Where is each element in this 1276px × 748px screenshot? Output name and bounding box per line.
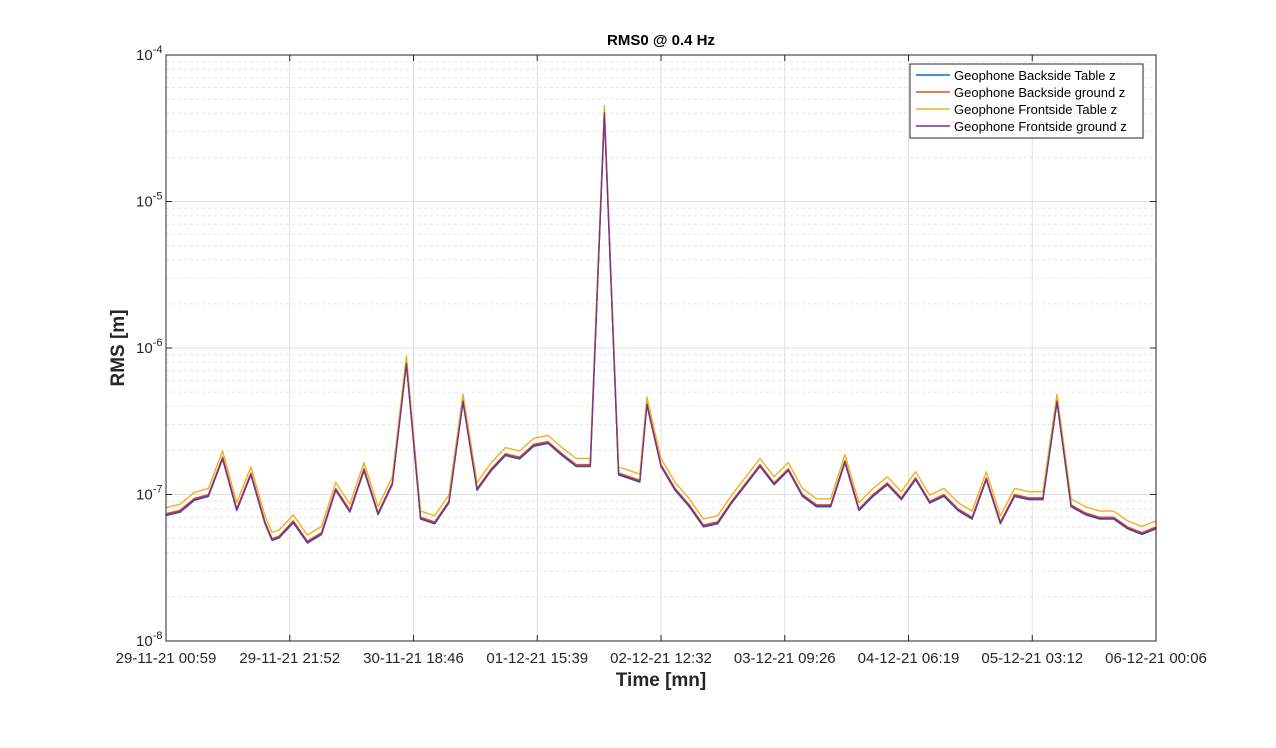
legend-label: Geophone Frontside Table z [954, 102, 1117, 117]
x-tick-label: 02-12-21 12:32 [610, 650, 712, 667]
x-tick-label: 03-12-21 09:26 [734, 650, 836, 667]
x-axis-title: Time [mn] [616, 670, 706, 691]
series-line-3 [165, 104, 1157, 536]
y-tick-exponent: -7 [153, 484, 163, 496]
x-tick-label: 29-11-21 21:52 [239, 650, 340, 667]
x-tick-label: 29-11-21 00:59 [116, 650, 217, 667]
y-tick-label: 10-7 [136, 484, 162, 504]
chart-title: RMS0 @ 0.4 Hz [607, 32, 715, 49]
y-tick-label: 10-8 [136, 630, 162, 650]
grid-layer [165, 54, 1157, 642]
y-tick-exponent: -6 [153, 337, 163, 349]
tick-layer: 10-8 10-7 10-6 10-5 10-4 29-11-21 00:59 29-11-… [116, 44, 1207, 667]
y-tick-label: 10-5 [136, 191, 162, 211]
series-line-4 [165, 112, 1157, 544]
y-tick-label: 10-6 [136, 337, 162, 357]
legend-label: Geophone Frontside ground z [954, 119, 1127, 134]
x-tick-label: 05-12-21 03:12 [981, 650, 1083, 667]
x-tick-label: 04-12-21 06:19 [858, 650, 960, 667]
legend: Geophone Backside Table z Geophone Backsi… [909, 63, 1144, 139]
legend-label: Geophone Backside Table z [954, 68, 1116, 83]
y-tick-label: 10-4 [136, 44, 162, 64]
x-tick-label: 01-12-21 15:39 [486, 650, 588, 667]
y-tick-exponent: -8 [153, 630, 163, 642]
x-tick-label: 06-12-21 00:06 [1105, 650, 1207, 667]
legend-label: Geophone Backside ground z [954, 85, 1125, 100]
series-layer [165, 104, 1157, 544]
x-tick-label: 30-11-21 18:46 [363, 650, 464, 667]
y-tick-exponent: -4 [153, 44, 163, 56]
y-tick-exponent: -5 [153, 191, 163, 203]
y-axis-title: RMS [m] [108, 309, 129, 386]
